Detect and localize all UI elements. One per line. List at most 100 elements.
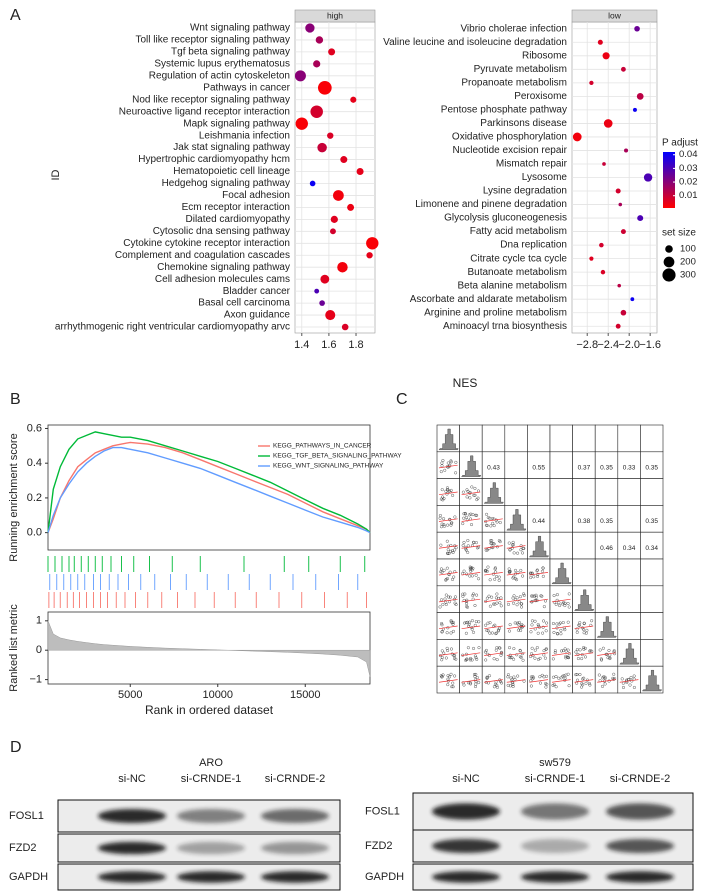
pair-point: [449, 523, 453, 527]
pair-fit: [551, 625, 571, 630]
pair-point: [590, 649, 594, 653]
pair-point: [446, 523, 450, 527]
dot: [305, 23, 315, 33]
blot-band: [261, 871, 329, 883]
y-tick-label: Pathways in cancer: [203, 82, 290, 93]
pair-point: [544, 682, 548, 686]
pair-point: [461, 594, 465, 598]
pair-point: [520, 605, 524, 609]
y-tick-label: Axon guidance: [224, 310, 291, 321]
pair-point: [442, 523, 446, 527]
pair-point: [468, 574, 472, 578]
pair-point: [574, 650, 578, 654]
enrichment-line: [47, 441, 371, 534]
pair-point: [444, 578, 448, 582]
pair-fit: [484, 598, 503, 603]
pair-point: [492, 685, 496, 689]
pair-point: [536, 631, 540, 635]
pair-point: [484, 568, 488, 572]
dot: [636, 92, 644, 100]
pair-point: [465, 518, 469, 522]
metric-area: [47, 620, 371, 677]
pair-point: [584, 631, 588, 635]
pair-point: [440, 598, 444, 602]
correlation-value: 0.44: [532, 518, 545, 525]
pair-point: [510, 546, 514, 550]
lane-label: si-CRNDE-2: [265, 773, 326, 785]
legend-tick-label: 0.03: [679, 163, 698, 174]
pair-point: [495, 592, 499, 596]
pair-point: [585, 628, 589, 632]
pair-fit: [484, 679, 503, 683]
pair-point: [620, 677, 624, 681]
y-tick-label: Cytosolic dna sensing pathway: [153, 226, 290, 237]
pair-point: [519, 629, 523, 633]
pair-point: [554, 685, 558, 689]
pair-point: [451, 493, 455, 497]
pair-point: [486, 629, 490, 633]
diag-histogram: [551, 562, 572, 584]
pair-point: [535, 646, 539, 650]
row-label: FZD2: [365, 840, 393, 852]
pair-fit: [574, 679, 594, 683]
pair-point: [461, 681, 465, 685]
pair-point: [508, 684, 512, 688]
y-tick-label: 0.6: [27, 422, 42, 434]
y-tick-label: Jak stat signaling pathway: [173, 142, 290, 153]
blot-band: [606, 871, 674, 883]
correlation-value: 0.34: [623, 545, 636, 552]
x-tick-label: 10000: [202, 689, 233, 701]
blot-band: [432, 838, 500, 854]
pair-point: [469, 512, 473, 516]
pair-point: [468, 620, 472, 624]
pair-point: [452, 575, 456, 579]
pair-point: [590, 619, 594, 623]
pair-point: [491, 546, 495, 550]
pair-point: [559, 632, 563, 636]
pair-fit: [484, 518, 503, 522]
pair-point: [544, 647, 548, 651]
pair-point: [494, 631, 498, 635]
pair-point: [453, 548, 457, 552]
pair-point: [588, 649, 592, 653]
panel-letter: D: [10, 739, 22, 756]
pair-point: [438, 605, 442, 609]
pair-point: [465, 605, 469, 609]
pair-point: [512, 594, 516, 598]
pair-point: [603, 682, 607, 686]
pair-point: [521, 658, 525, 662]
pair-point: [553, 600, 557, 604]
pair-point: [468, 681, 472, 685]
pair-fit: [529, 598, 549, 603]
pair-point: [463, 592, 467, 596]
pair-point: [584, 681, 588, 685]
correlation-value: 0.35: [645, 518, 658, 525]
pair-fit: [438, 464, 458, 469]
blot-band: [261, 808, 329, 824]
y-axis-label: ID: [50, 169, 62, 180]
pair-point: [446, 674, 450, 678]
y-tick-label: Tgf beta signaling pathway: [171, 47, 290, 58]
pair-point: [474, 541, 478, 545]
pair-point: [601, 684, 605, 688]
pair-point: [530, 646, 534, 650]
pair-point: [463, 621, 467, 625]
pair-point: [519, 568, 523, 572]
pair-point: [494, 632, 498, 636]
pair-point: [498, 601, 502, 605]
pair-point: [439, 543, 443, 547]
pair-point: [509, 676, 513, 680]
pair-point: [475, 657, 479, 661]
matrix-cell: [617, 505, 641, 533]
pair-point: [441, 459, 445, 463]
cell-line-label: ARO: [199, 757, 223, 769]
pair-point: [488, 578, 492, 582]
pair-point: [602, 675, 606, 679]
legend-tick-label: 0.04: [679, 149, 698, 160]
y-tick-label: Vibrio cholerae infection: [460, 23, 567, 34]
pair-point: [451, 550, 455, 554]
pair-point: [578, 621, 582, 625]
pair-point: [469, 656, 473, 660]
pair-point: [492, 542, 496, 546]
pair-point: [439, 570, 443, 574]
